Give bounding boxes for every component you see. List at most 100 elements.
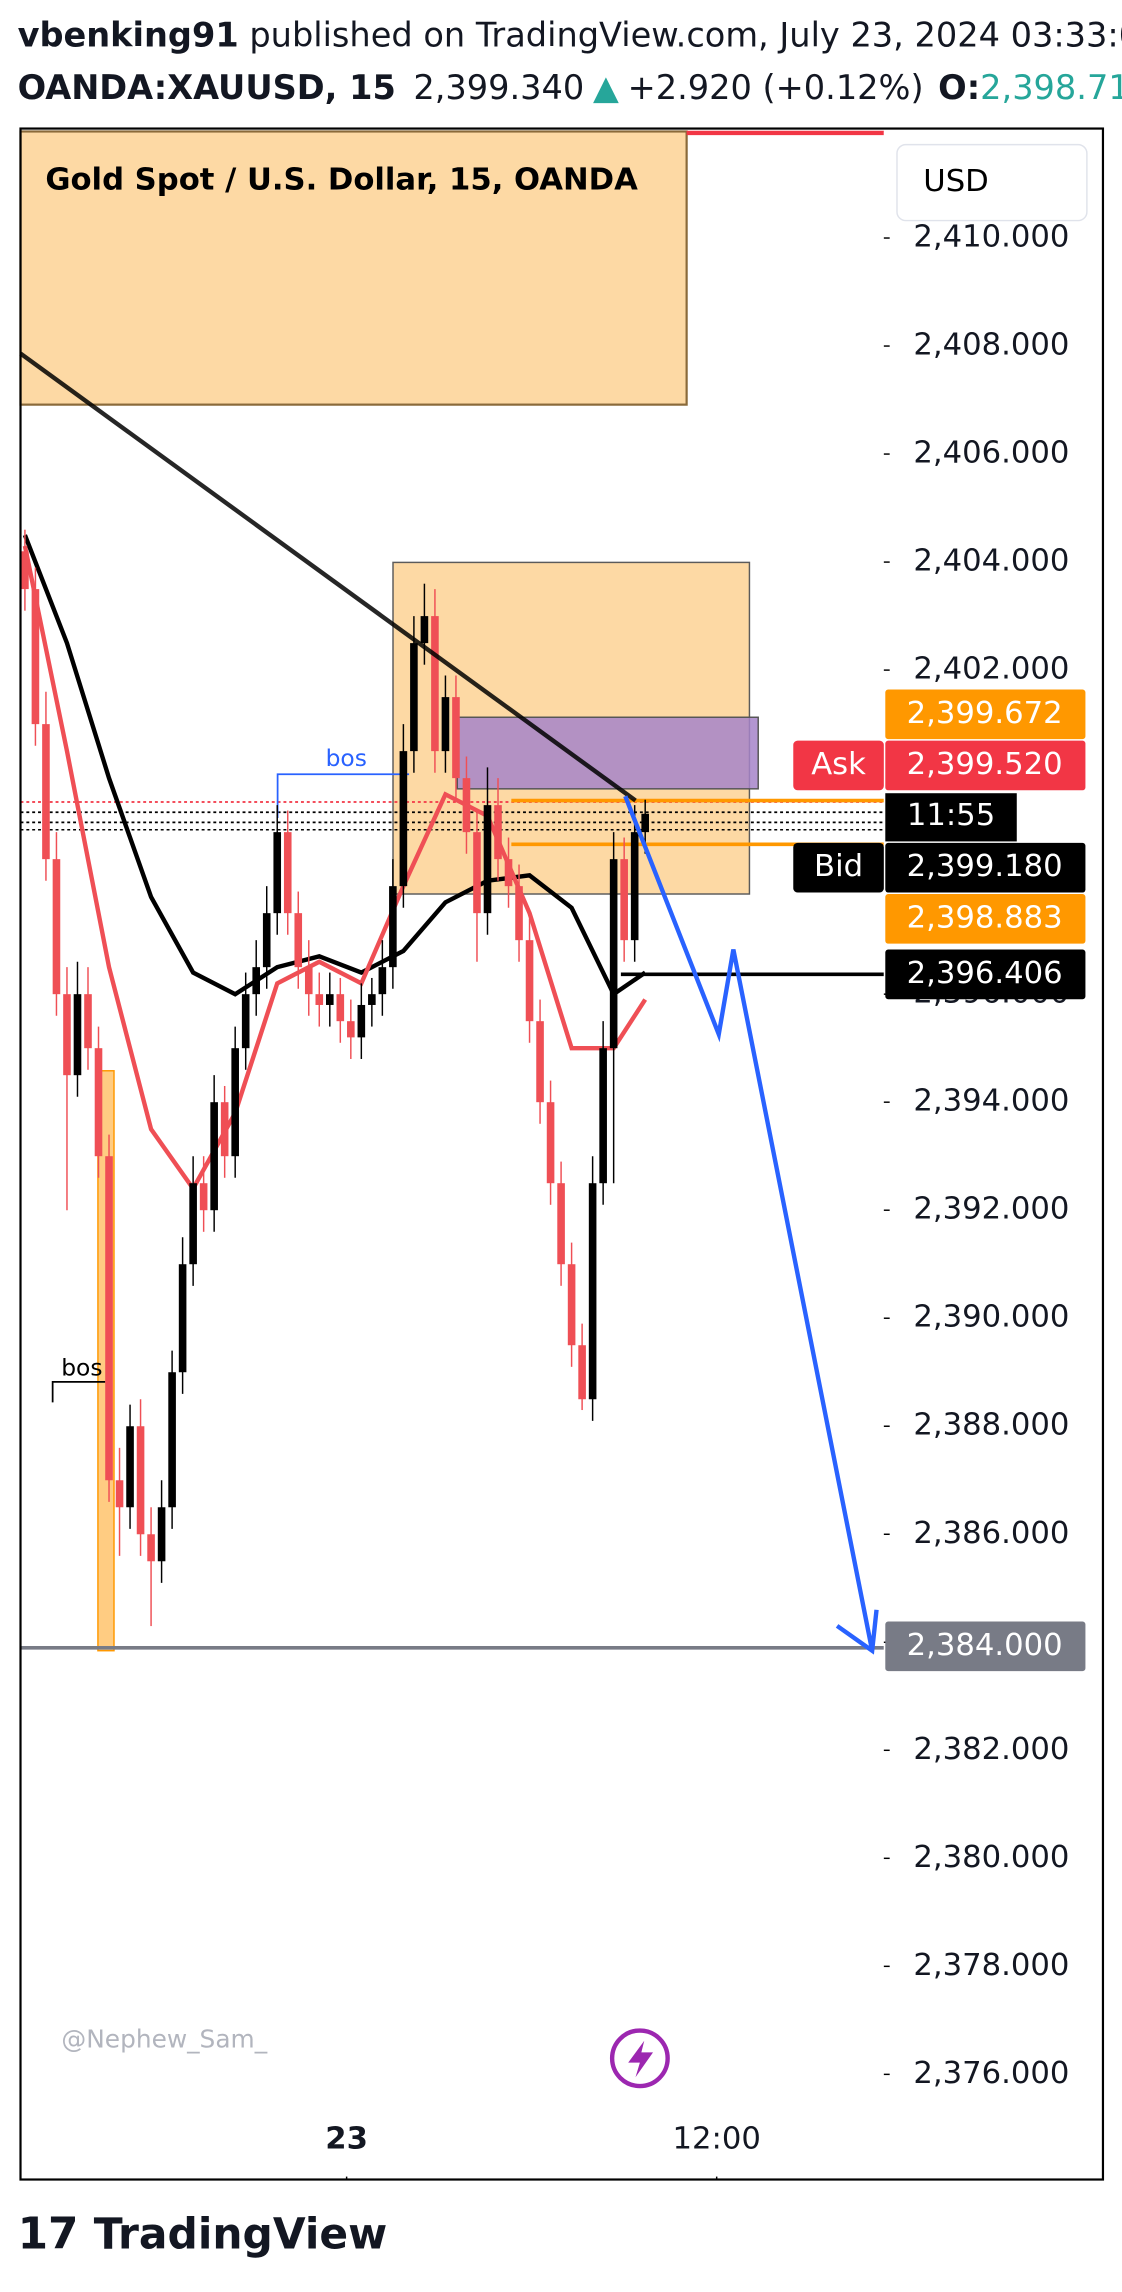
icon	[628, 2040, 654, 2078]
candle-body	[189, 1183, 197, 1265]
candle-body	[494, 805, 502, 860]
candle-body	[73, 994, 82, 1076]
candle-body	[273, 832, 282, 914]
bos-line	[51, 1381, 106, 1403]
candle-body	[42, 724, 50, 860]
candle-body	[483, 805, 492, 914]
countdown-box	[885, 793, 1017, 842]
candle-body	[441, 697, 450, 752]
candle-body	[31, 589, 40, 725]
candle-body	[157, 1507, 166, 1562]
candle-body	[368, 994, 376, 1005]
candle-body	[525, 940, 534, 1022]
candle-body	[357, 1004, 366, 1038]
bos-line	[276, 773, 410, 819]
candle-body	[378, 967, 387, 995]
price-label: 2,399.672	[885, 689, 1086, 740]
candle-body	[389, 886, 397, 968]
candle-body	[210, 1102, 218, 1211]
y-tick-label: 2,386.000	[913, 1516, 1069, 1551]
chart-title: Gold Spot / U.S. Dollar, 15, OANDA	[45, 163, 638, 198]
price-axis	[883, 131, 1103, 2180]
candle-body	[252, 967, 261, 995]
change: +2.920 (+0.12%)	[628, 68, 924, 107]
price-label-text: 2,399.520	[907, 747, 1063, 782]
price-tag: Bid	[814, 849, 863, 884]
price-label-text: 2,399.180	[907, 849, 1063, 884]
candle-body	[315, 994, 324, 1005]
candle-body	[241, 994, 250, 1049]
header: vbenking91 published on TradingView.com,…	[18, 15, 1122, 107]
candle-body	[94, 1048, 103, 1157]
annotation: bos	[61, 1353, 102, 1381]
y-tick-label: 2,402.000	[913, 652, 1069, 687]
candle-body	[452, 697, 460, 779]
candle-body	[599, 1048, 607, 1184]
y-tick-label: 2,382.000	[913, 1732, 1069, 1767]
y-tick-label: 2,378.000	[913, 1948, 1069, 1983]
open-label: O:	[938, 68, 980, 107]
x-tick-label: 23	[325, 2122, 368, 2157]
moving-average	[22, 534, 647, 998]
up-arrow: ▲	[593, 68, 619, 107]
y-tick-label: 2,392.000	[913, 1192, 1069, 1227]
price-label-box	[885, 894, 1086, 944]
candle-body	[325, 994, 334, 1005]
y-tick-label: 2,380.000	[913, 1840, 1069, 1875]
published: published on TradingView.com, July 23, 2…	[239, 15, 1122, 54]
candle-body	[515, 886, 523, 941]
candle-body	[641, 813, 649, 833]
candle-body	[546, 1102, 555, 1184]
candle-body	[52, 859, 61, 995]
arrow-head	[835, 1609, 879, 1655]
annotations	[19, 130, 884, 1652]
y-tick-label: 2,376.000	[913, 2056, 1069, 2091]
price-label: 2,398.883	[885, 894, 1086, 944]
price-label-box	[885, 842, 1086, 893]
icon[interactable]	[609, 2028, 670, 2089]
header-line: OANDA:XAUUSD, 15 2,399.340 ▲ +2.920 (+0.12%…	[18, 68, 1122, 107]
y-tick-label: 2,406.000	[913, 436, 1069, 471]
price-label-text: 2,384.000	[907, 1628, 1063, 1663]
price-label-text: 2,398.883	[907, 900, 1063, 935]
candle-body	[410, 643, 418, 752]
zone-box	[19, 130, 688, 406]
last-price: 2,399.340	[413, 68, 584, 107]
candle-body	[304, 967, 313, 995]
price-label-box	[885, 1621, 1086, 1672]
author: vbenking91	[18, 15, 239, 54]
currency-button[interactable]	[896, 143, 1088, 222]
candle-body	[557, 1183, 565, 1265]
candle-body	[115, 1480, 124, 1508]
price-tag-box	[793, 740, 884, 791]
candle-body	[231, 1048, 239, 1157]
brand-name: TradingView	[94, 2209, 387, 2258]
candle-body	[294, 913, 303, 968]
candle-body	[21, 551, 29, 590]
price-tag-box	[793, 842, 884, 893]
y-tick-label: 2,404.000	[913, 544, 1069, 579]
candle-body	[462, 778, 471, 833]
brand: 𝟭𝟳 TradingView	[18, 2208, 388, 2259]
candle-body	[84, 994, 92, 1049]
countdown: 11:55	[907, 798, 995, 833]
candle-body	[147, 1534, 155, 1562]
candle-body	[126, 1426, 134, 1508]
candle-body	[63, 994, 71, 1076]
projection-path	[623, 795, 875, 1652]
y-tick-label: 2,390.000	[913, 1300, 1069, 1335]
candle-body	[630, 832, 639, 941]
candle-body	[567, 1264, 576, 1346]
candle-body	[504, 859, 513, 887]
price-label: 2,396.406	[885, 949, 1086, 1000]
moving-average	[22, 545, 648, 1193]
price-label-text: 2,396.406	[907, 956, 1063, 991]
candle-body	[178, 1264, 187, 1373]
watermark: @Nephew_Sam_	[61, 2025, 267, 2054]
price-label-box	[885, 949, 1086, 1000]
y-tick-label: 2,410.000	[913, 220, 1069, 255]
drawings	[19, 351, 879, 1655]
currency[interactable]: USD	[923, 164, 989, 199]
candle-body	[399, 751, 408, 887]
